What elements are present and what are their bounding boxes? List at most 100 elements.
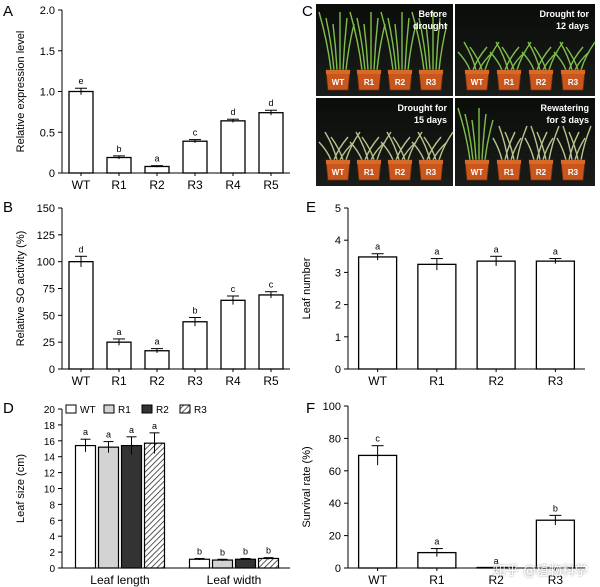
- bar: [258, 294, 284, 370]
- pot-label: R3: [568, 168, 579, 177]
- legend-label: WT: [80, 405, 96, 416]
- plant-leaf: [361, 136, 375, 161]
- plant-leaf: [469, 46, 483, 71]
- pot-rim: [357, 70, 381, 74]
- y-tick-label: 4: [335, 235, 341, 247]
- plant-leaf: [498, 125, 509, 161]
- photo-3: WT R1 R2 R3 Drought for 15 days: [316, 98, 454, 186]
- bar: [258, 112, 284, 174]
- plant-leaf: [349, 141, 363, 161]
- photo-label-line1: Drought for: [540, 9, 590, 19]
- chart-b-relative-so-activity: 0 25 50 75 100 125 150 Relative SO activity (%)…: [15, 203, 290, 388]
- y-tick-label: 1.0: [40, 87, 55, 99]
- plant-leaf: [330, 136, 344, 161]
- y-tick-label: 100: [37, 257, 55, 269]
- bar: [182, 140, 208, 174]
- plant-leaf: [559, 41, 573, 71]
- panel-letter-b: B: [3, 199, 13, 216]
- plant-leaf: [457, 107, 471, 161]
- significance-letter: a: [434, 247, 439, 257]
- plant-leaf: [318, 11, 332, 71]
- bar-r2: [234, 558, 257, 569]
- pot-label: R2: [536, 168, 547, 177]
- y-tick-label: 4: [49, 532, 55, 543]
- y-tick-label: 100: [323, 401, 341, 413]
- y-axis-label: Leaf size (cm): [15, 454, 27, 523]
- significance-letter: c: [231, 284, 236, 294]
- y-axis-label: Survival rate (%): [301, 446, 313, 527]
- plant-leaf: [562, 125, 573, 161]
- bar-r1: [211, 559, 234, 569]
- y-tick-label: 0: [335, 364, 341, 376]
- bar: [182, 321, 208, 370]
- plant-leaf: [423, 136, 437, 161]
- y-tick-label: 1.5: [40, 46, 55, 58]
- x-tick-label: R5: [263, 374, 279, 388]
- significance-letter: a: [375, 242, 380, 252]
- chart-e-leaf-number: 0 1 2 3 4 5 Leaf number a WT a R1 a R2 a R3: [301, 203, 585, 388]
- significance-letter: b: [197, 546, 202, 556]
- significance-letter: e: [78, 76, 83, 86]
- y-tick-label: 2: [335, 300, 341, 312]
- plant-leaf: [392, 136, 406, 161]
- bar: [220, 299, 246, 370]
- plant-leaf: [536, 131, 547, 161]
- photo-label-line2: for 3 days: [546, 115, 589, 125]
- pot-label: R1: [364, 78, 375, 87]
- significance-letter: a: [553, 247, 558, 257]
- y-tick-label: 60: [329, 466, 341, 478]
- bar-r3: [143, 442, 166, 569]
- significance-letter: a: [152, 421, 157, 431]
- x-tick-label: R1: [429, 374, 445, 388]
- bar-r3: [257, 557, 280, 569]
- plant-leaf: [356, 17, 366, 71]
- y-tick-label: 0.5: [40, 127, 55, 139]
- plant-leaf: [325, 17, 335, 71]
- pot-rim: [529, 70, 553, 74]
- pot-rim: [465, 160, 489, 164]
- pot-rim: [388, 70, 412, 74]
- x-tick-label: R3: [548, 374, 564, 388]
- plant-leaf: [435, 17, 441, 71]
- x-tick-label: R3: [187, 374, 203, 388]
- x-tick-label: WT: [368, 374, 387, 388]
- y-tick-label: 8: [49, 500, 55, 511]
- plant-leaf: [407, 131, 423, 161]
- plant-leaf: [324, 131, 338, 161]
- significance-letter: b: [553, 503, 558, 513]
- pot-label: WT: [471, 168, 484, 177]
- bar: [68, 90, 94, 174]
- plant-leaf: [556, 137, 567, 161]
- plant-leaf: [568, 131, 580, 161]
- pot-label: R3: [568, 78, 579, 87]
- plant-leaf: [376, 131, 392, 161]
- plant-leaf: [438, 23, 448, 71]
- x-tick-label: R4: [225, 374, 241, 388]
- plant-leaf: [463, 41, 477, 71]
- panel-letter-a: A: [3, 3, 13, 20]
- plant-leaf: [536, 131, 548, 161]
- photo-label-line2: 15 days: [414, 115, 447, 125]
- significance-letter: a: [494, 556, 499, 566]
- panel-letter-d: D: [3, 400, 14, 417]
- plant-leaf: [484, 119, 494, 161]
- y-tick-label: 3: [335, 267, 341, 279]
- x-tick-label: R3: [548, 573, 564, 587]
- significance-letter: b: [192, 305, 197, 315]
- plant-leaf: [504, 131, 515, 161]
- plant-leaf: [510, 137, 522, 161]
- plant-leaf: [355, 131, 369, 161]
- y-tick-label: 20: [329, 531, 341, 543]
- x-tick-label: R2: [488, 573, 504, 587]
- y-tick-label: 10: [44, 485, 56, 496]
- x-tick-label: R3: [187, 178, 203, 192]
- y-tick-label: 20: [44, 405, 56, 416]
- significance-letter: a: [129, 425, 134, 435]
- pot-label: WT: [332, 168, 345, 177]
- photo-label-line1: Rewatering: [540, 103, 589, 113]
- photo-label-line2: 12 days: [556, 21, 589, 31]
- significance-letter: b: [220, 547, 225, 557]
- plant-leaf: [580, 41, 596, 71]
- plant-leaf: [438, 131, 454, 161]
